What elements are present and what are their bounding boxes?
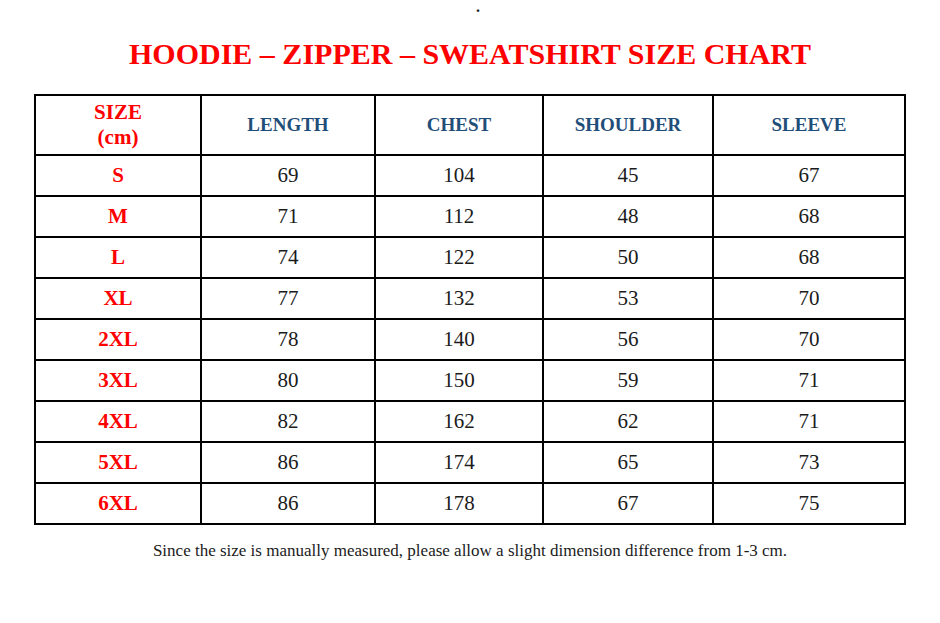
length-value: 74 xyxy=(201,237,375,278)
table-row: M711124868 xyxy=(35,196,905,237)
shoulder-value: 67 xyxy=(543,483,713,524)
sleeve-value: 68 xyxy=(713,237,905,278)
length-value: 69 xyxy=(201,155,375,196)
stray-dot-mark: . xyxy=(476,0,480,16)
sleeve-value: 71 xyxy=(713,360,905,401)
sleeve-value: 67 xyxy=(713,155,905,196)
table-row: 6XL861786775 xyxy=(35,483,905,524)
length-value: 86 xyxy=(201,442,375,483)
column-header-size-unit: (cm) xyxy=(98,125,139,149)
table-row: S691044567 xyxy=(35,155,905,196)
sleeve-value: 68 xyxy=(713,196,905,237)
header-row: SIZE (cm) LENGTH CHEST SHOULDER SLEEVE xyxy=(35,95,905,155)
size-label: L xyxy=(35,237,201,278)
length-value: 77 xyxy=(201,278,375,319)
table-row: L741225068 xyxy=(35,237,905,278)
column-header-size: SIZE (cm) xyxy=(35,95,201,155)
table-row: 4XL821626271 xyxy=(35,401,905,442)
column-header-size-label: SIZE xyxy=(94,100,142,124)
chest-value: 140 xyxy=(375,319,543,360)
measurement-disclaimer: Since the size is manually measured, ple… xyxy=(0,541,940,561)
shoulder-value: 48 xyxy=(543,196,713,237)
chest-value: 104 xyxy=(375,155,543,196)
length-value: 86 xyxy=(201,483,375,524)
chest-value: 178 xyxy=(375,483,543,524)
length-value: 82 xyxy=(201,401,375,442)
size-chart-table: SIZE (cm) LENGTH CHEST SHOULDER SLEEVE S… xyxy=(34,94,906,525)
size-label: M xyxy=(35,196,201,237)
shoulder-value: 59 xyxy=(543,360,713,401)
size-label: 2XL xyxy=(35,319,201,360)
chest-value: 112 xyxy=(375,196,543,237)
column-header-chest: CHEST xyxy=(375,95,543,155)
shoulder-value: 50 xyxy=(543,237,713,278)
table-row: 3XL801505971 xyxy=(35,360,905,401)
shoulder-value: 65 xyxy=(543,442,713,483)
shoulder-value: 45 xyxy=(543,155,713,196)
size-table-body: S691044567M711124868L741225068XL77132537… xyxy=(35,155,905,524)
size-label: XL xyxy=(35,278,201,319)
column-header-sleeve: SLEEVE xyxy=(713,95,905,155)
size-label: S xyxy=(35,155,201,196)
length-value: 78 xyxy=(201,319,375,360)
page-title: HOODIE – ZIPPER – SWEATSHIRT SIZE CHART xyxy=(0,36,940,72)
sleeve-value: 75 xyxy=(713,483,905,524)
table-row: 5XL861746573 xyxy=(35,442,905,483)
chest-value: 122 xyxy=(375,237,543,278)
sleeve-value: 70 xyxy=(713,319,905,360)
size-label: 3XL xyxy=(35,360,201,401)
shoulder-value: 62 xyxy=(543,401,713,442)
column-header-length: LENGTH xyxy=(201,95,375,155)
table-row: 2XL781405670 xyxy=(35,319,905,360)
chest-value: 162 xyxy=(375,401,543,442)
length-value: 71 xyxy=(201,196,375,237)
size-label: 4XL xyxy=(35,401,201,442)
table-row: XL771325370 xyxy=(35,278,905,319)
size-label: 5XL xyxy=(35,442,201,483)
shoulder-value: 56 xyxy=(543,319,713,360)
shoulder-value: 53 xyxy=(543,278,713,319)
chest-value: 150 xyxy=(375,360,543,401)
size-label: 6XL xyxy=(35,483,201,524)
sleeve-value: 70 xyxy=(713,278,905,319)
length-value: 80 xyxy=(201,360,375,401)
chest-value: 132 xyxy=(375,278,543,319)
size-chart-header: SIZE (cm) LENGTH CHEST SHOULDER SLEEVE xyxy=(35,95,905,155)
sleeve-value: 71 xyxy=(713,401,905,442)
sleeve-value: 73 xyxy=(713,442,905,483)
chest-value: 174 xyxy=(375,442,543,483)
column-header-shoulder: SHOULDER xyxy=(543,95,713,155)
